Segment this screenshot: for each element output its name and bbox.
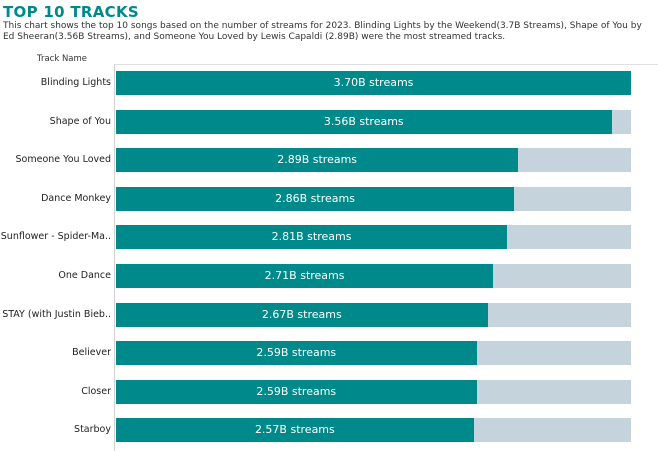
category-label: One Dance [58, 270, 111, 281]
category-label: Sunflower - Spider-Ma.. [0, 231, 111, 243]
bar-value-label: 2.57B streams [254, 423, 335, 437]
bar[interactable]: 3.70B streams [116, 71, 631, 95]
bar-value-label: 3.70B streams [333, 76, 414, 89]
bar-value-label: 2.59B streams [256, 384, 337, 398]
category-label: Someone You Loved [15, 154, 111, 166]
category-label: Dance Monkey [41, 192, 111, 204]
bar[interactable]: 2.59B streams [116, 341, 477, 366]
category-label: Believer [72, 347, 111, 359]
chart-subtitle: This chart shows the top 10 songs based … [3, 21, 642, 42]
bar[interactable]: 2.81B streams [116, 225, 508, 250]
category-label: Starboy [74, 424, 111, 436]
bar[interactable]: 2.57B streams [116, 418, 474, 443]
bar-value-label: 3.56B streams [323, 114, 404, 128]
category-label: Blinding Lights [40, 77, 111, 88]
bar-value-label: 2.81B streams [271, 230, 352, 244]
bar[interactable]: 2.89B streams [116, 148, 519, 173]
bar-value-label: 2.89B streams [277, 153, 358, 167]
category-label: STAY (with Justin Bieb.. [2, 308, 111, 320]
plot-area [114, 64, 658, 451]
bar[interactable]: 2.71B streams [116, 264, 494, 288]
bar[interactable]: 3.56B streams [116, 109, 612, 134]
bar-value-label: 2.71B streams [264, 269, 345, 282]
bar-value-label: 2.67B streams [261, 307, 342, 321]
chart-title: TOP 10 TRACKS [3, 3, 140, 21]
y-axis-title: Track Name [37, 54, 88, 64]
bar[interactable]: 2.86B streams [116, 186, 515, 211]
category-label: Shape of You [49, 115, 111, 127]
bar-value-label: 2.86B streams [275, 191, 355, 205]
bar-value-label: 2.59B streams [256, 346, 337, 360]
category-label: Closer [81, 385, 111, 397]
bar[interactable]: 2.67B streams [116, 302, 488, 327]
bar[interactable]: 2.59B streams [116, 379, 477, 404]
